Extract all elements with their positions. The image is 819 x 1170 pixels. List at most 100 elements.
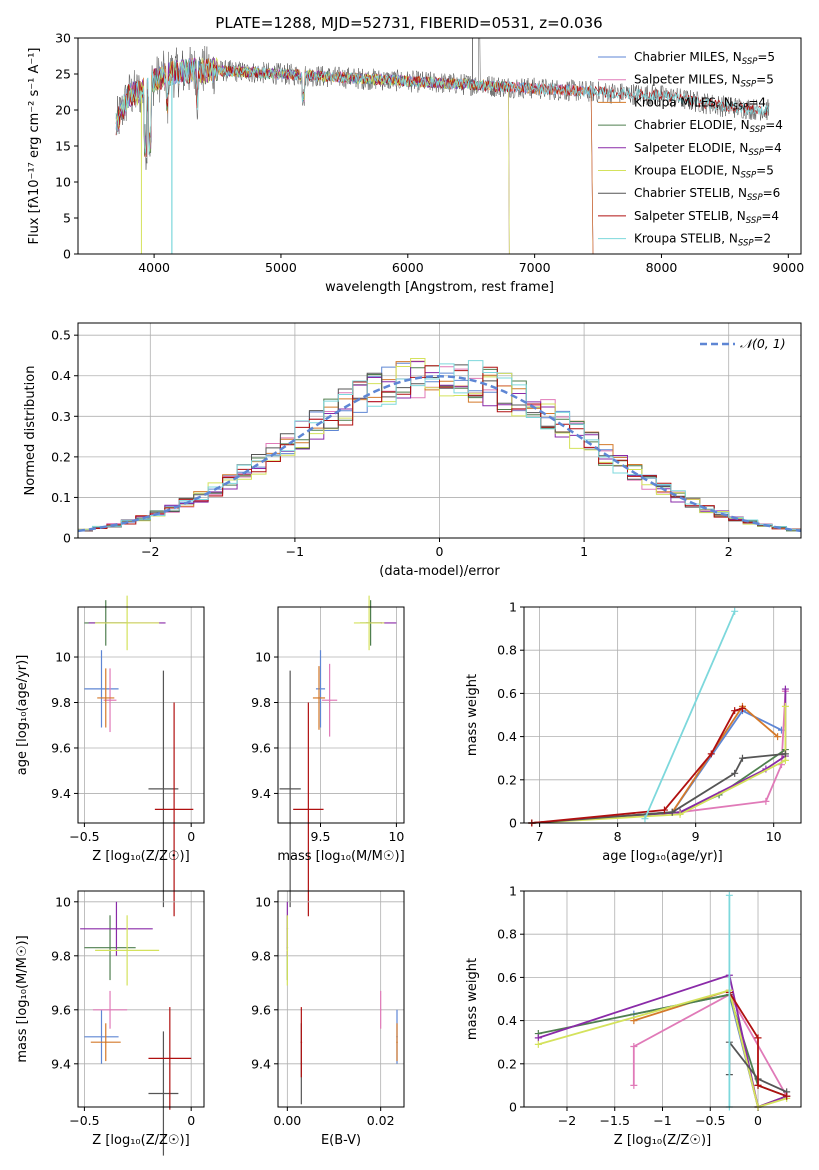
data-point: [100, 1036, 103, 1038]
y-tick-label: 10: [55, 175, 71, 190]
weight-marker: [630, 1081, 638, 1089]
weight-series-line: [538, 974, 788, 1109]
data-point: [126, 622, 128, 624]
x-tick-label: 8000: [646, 260, 678, 275]
mass_vs_Z-frame: [77, 890, 205, 1108]
y-tick-label: 0.4: [497, 1013, 517, 1028]
legend-label: Salpeter MILES, NSSP=5: [634, 73, 774, 90]
weight-marker: [660, 806, 668, 814]
x-tick-label: −2: [141, 544, 159, 559]
data-point: [300, 1041, 303, 1043]
x-tick-label: 0: [187, 829, 195, 844]
y-tick-label: 1: [509, 600, 517, 615]
legend-label: Salpeter STELIB, NSSP=4: [634, 209, 779, 226]
x-tick-label: 9000: [772, 260, 804, 275]
weight-marker: [754, 1034, 762, 1042]
x-tick-label: −1: [286, 544, 304, 559]
histogram-series: [78, 360, 801, 533]
x-tick-label: −1.5: [600, 1113, 630, 1128]
y-tick-label: 0.8: [497, 927, 517, 942]
weight-marker: [781, 750, 789, 758]
weight-marker: [731, 707, 739, 715]
weight-series-line: [538, 989, 787, 1109]
y-tick-label: 0: [509, 1100, 517, 1115]
data-point: [115, 928, 118, 930]
gaussian-curve: [77, 374, 802, 533]
legend-label: Chabrier STELIB, NSSP=6: [634, 186, 780, 203]
y-tick-label: 9.6: [251, 740, 271, 755]
age_vs_Z-axes: [74, 607, 204, 827]
y-tick-label: 0.2: [497, 772, 517, 787]
mass_vs_Z-axes: [74, 891, 204, 1111]
x-tick-label: −1: [653, 1113, 671, 1128]
age_vs_Z-ylabel: age [log₁₀(age/yr)]: [15, 655, 30, 776]
data-point: [100, 688, 103, 690]
y-tick-label: 10: [255, 894, 271, 909]
weight-marker: [738, 705, 746, 713]
chart-title: PLATE=1288, MJD=52731, FIBERID=0531, z=0…: [215, 14, 602, 32]
weight-series-line: [728, 992, 788, 1098]
y-tick-label: 10: [55, 650, 71, 665]
x-tick-label: 6000: [392, 260, 424, 275]
data-point: [104, 1041, 107, 1043]
x-tick-label: 10: [388, 829, 404, 844]
y-tick-label: 9.8: [251, 695, 271, 710]
residuals-axes: [74, 323, 801, 542]
mass_vs_ebv-xlabel: E(B-V): [321, 1133, 361, 1148]
data-point: [109, 1009, 111, 1011]
mass_vs_ebv-axes: [274, 891, 404, 1111]
legend-label: 𝒩(0, 1): [740, 336, 786, 351]
legend-label: Chabrier MILES, NSSP=5: [634, 50, 775, 67]
spectrum-series-line: [115, 58, 770, 155]
weight-marker: [731, 607, 739, 615]
data-point: [109, 946, 111, 949]
weight-series-line: [531, 707, 743, 824]
data-point: [379, 1009, 382, 1011]
legend-label: Chabrier ELODIE, NSSP=4: [634, 118, 783, 135]
mass_vs_Z-xlabel: Z [log₁₀(Z/Z☉)]: [92, 1133, 189, 1148]
mass_vs_Z-ylabel: mass [log₁₀(M/M☉)]: [15, 935, 30, 1062]
weight-marker: [676, 810, 684, 818]
y-tick-label: 9.6: [51, 1002, 71, 1017]
legend-label: Kroupa STELIB, NSSP=2: [634, 232, 771, 249]
y-tick-label: 5: [63, 211, 71, 226]
y-tick-label: 9.4: [51, 1056, 71, 1071]
legend-label: Kroupa ELODIE, NSSP=5: [634, 164, 774, 181]
y-tick-label: 0.2: [51, 449, 71, 464]
y-tick-label: 9.4: [51, 786, 71, 801]
data-point: [318, 697, 320, 699]
data-point: [126, 949, 128, 952]
x-tick-label: 7000: [519, 260, 551, 275]
weight-marker: [707, 750, 715, 758]
data-point: [104, 697, 107, 699]
y-tick-label: 9.6: [51, 740, 71, 755]
y-tick-label: 9.4: [251, 786, 271, 801]
legend-label: Kroupa MILES, NSSP=4: [634, 95, 766, 112]
weight-marker: [738, 754, 746, 762]
y-tick-label: 0.8: [497, 643, 517, 658]
spectrum-frame: [77, 37, 802, 255]
weight_vs_age-ylabel: mass weight: [465, 674, 480, 756]
x-tick-label: 0.00: [273, 1113, 301, 1128]
data-point: [319, 688, 322, 690]
weight-marker: [781, 756, 789, 764]
x-tick-label: 4000: [138, 260, 170, 275]
weight_vs_Z-ylabel: mass weight: [465, 958, 480, 1040]
x-tick-label: 10: [766, 829, 782, 844]
spectrum-ylabel: Flux [fλ10⁻¹⁷ erg cm⁻² s⁻¹ A⁻¹]: [27, 48, 42, 245]
x-tick-label: 5000: [265, 260, 297, 275]
spectrum-xlabel: wavelength [Angstrom, rest frame]: [325, 280, 554, 295]
y-tick-label: 9.4: [251, 1056, 271, 1071]
weight_vs_age-xlabel: age [log₁₀(age/yr)]: [602, 849, 723, 864]
x-tick-label: 1: [580, 544, 588, 559]
weight-marker: [774, 733, 782, 741]
y-tick-label: 1: [509, 884, 517, 899]
x-tick-label: 0.02: [367, 1113, 395, 1128]
y-tick-label: 30: [55, 31, 71, 46]
y-tick-label: 9.8: [251, 948, 271, 963]
x-tick-label: −0.5: [69, 1113, 99, 1128]
age_vs_mass-axes: [274, 607, 404, 827]
spectrum-axes: [74, 37, 789, 258]
weight-marker: [725, 891, 733, 899]
x-tick-label: 9.5: [311, 829, 331, 844]
